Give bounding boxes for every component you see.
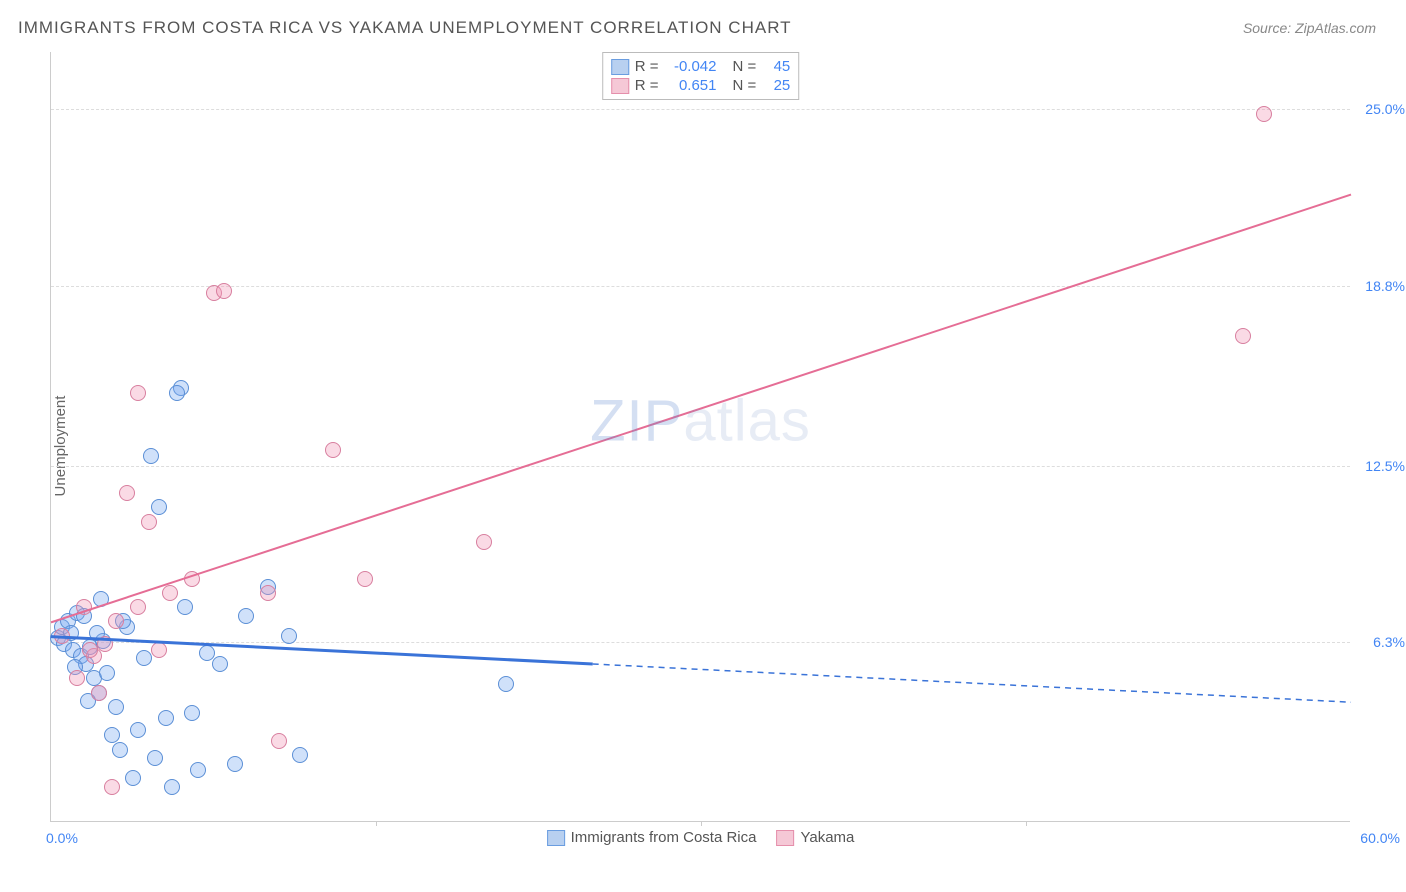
legend-swatch (547, 830, 565, 846)
watermark: ZIPatlas (590, 388, 811, 455)
legend-swatch (776, 830, 794, 846)
x-tick-mark (1026, 821, 1027, 826)
y-tick-label: 25.0% (1355, 101, 1405, 117)
stats-n-label: N = (733, 58, 757, 75)
stats-n-value: 25 (762, 77, 790, 94)
chart-title: IMMIGRANTS FROM COSTA RICA VS YAKAMA UNE… (18, 18, 792, 38)
regression-line-dashed (593, 664, 1351, 702)
legend-swatch (611, 78, 629, 94)
source-label: Source: ZipAtlas.com (1243, 20, 1376, 36)
plot-area: R = -0.042 N = 45 R = 0.651 N = 25 ZIPatlas… (50, 52, 1350, 822)
stats-r-value: 0.651 (665, 77, 717, 94)
x-tick-label: 0.0% (46, 830, 78, 846)
y-tick-label: 18.8% (1355, 278, 1405, 294)
stats-n-label: N = (733, 77, 757, 94)
x-tick-label: 60.0% (1360, 830, 1400, 846)
x-tick-mark (701, 821, 702, 826)
legend-swatch (611, 59, 629, 75)
x-tick-mark (376, 821, 377, 826)
stats-r-label: R = (635, 77, 659, 94)
stats-row: R = -0.042 N = 45 (611, 57, 791, 76)
stats-row: R = 0.651 N = 25 (611, 76, 791, 95)
legend-label: Immigrants from Costa Rica (571, 829, 757, 846)
legend-bottom: Immigrants from Costa Rica Yakama (547, 829, 855, 846)
legend-item: Yakama (776, 829, 854, 846)
stats-legend-box: R = -0.042 N = 45 R = 0.651 N = 25 (602, 52, 800, 100)
stats-r-label: R = (635, 58, 659, 75)
y-tick-label: 6.3% (1355, 634, 1405, 650)
stats-n-value: 45 (762, 58, 790, 75)
legend-item: Immigrants from Costa Rica (547, 829, 757, 846)
stats-r-value: -0.042 (665, 58, 717, 75)
y-tick-label: 12.5% (1355, 458, 1405, 474)
legend-label: Yakama (800, 829, 854, 846)
regression-line (51, 637, 593, 664)
